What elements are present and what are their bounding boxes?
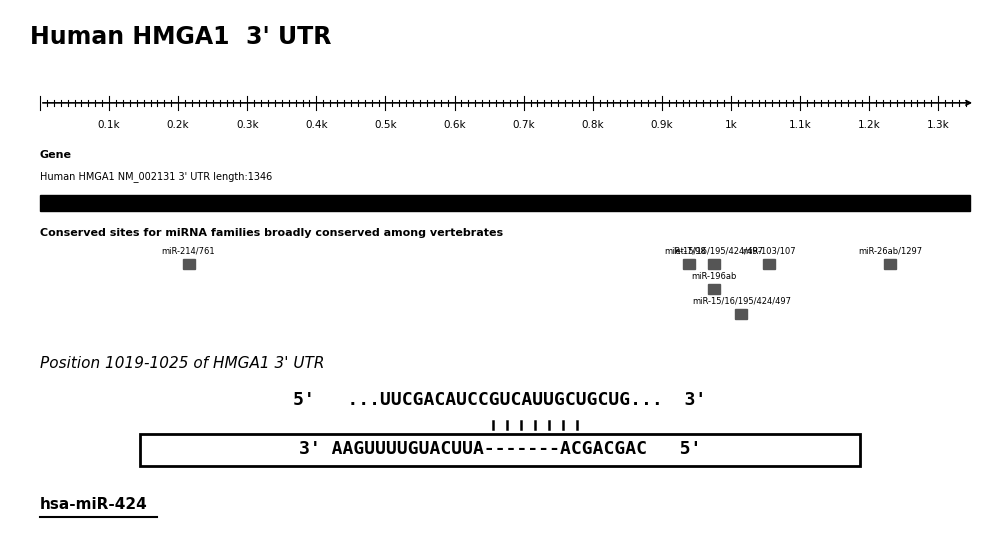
Text: 0.9k: 0.9k bbox=[651, 120, 673, 130]
Text: Human HMGA1 NM_002131 3' UTR length:1346: Human HMGA1 NM_002131 3' UTR length:1346 bbox=[40, 171, 272, 182]
Text: miR-103/107: miR-103/107 bbox=[742, 247, 796, 256]
Text: miR-26ab/1297: miR-26ab/1297 bbox=[858, 247, 922, 256]
Text: Conserved sites for miRNA families broadly conserved among vertebrates: Conserved sites for miRNA families broad… bbox=[40, 228, 503, 238]
Text: Position 1019-1025 of HMGA1 3' UTR: Position 1019-1025 of HMGA1 3' UTR bbox=[40, 356, 324, 371]
Text: Human HMGA1  3' UTR: Human HMGA1 3' UTR bbox=[30, 25, 331, 49]
Text: let-7/98: let-7/98 bbox=[673, 247, 706, 256]
Text: miR-196ab: miR-196ab bbox=[691, 272, 736, 281]
Text: miR-214/761: miR-214/761 bbox=[162, 247, 215, 256]
Bar bbox=[140, 434, 860, 466]
Text: 1.1k: 1.1k bbox=[789, 120, 811, 130]
Text: 1.3k: 1.3k bbox=[927, 120, 950, 130]
Text: 0.3k: 0.3k bbox=[236, 120, 259, 130]
Bar bbox=[683, 259, 695, 269]
Text: 0.6k: 0.6k bbox=[443, 120, 466, 130]
Text: miR-15/16/195/424/497: miR-15/16/195/424/497 bbox=[692, 297, 791, 306]
Text: hsa-miR-424: hsa-miR-424 bbox=[40, 498, 148, 512]
Text: 3' AAGUUUUGUACUUA-------ACGACGAC   5': 3' AAGUUUUGUACUUA-------ACGACGAC 5' bbox=[299, 440, 701, 458]
Text: 1k: 1k bbox=[725, 120, 737, 130]
Bar bbox=[884, 259, 896, 269]
Bar bbox=[735, 309, 747, 319]
Bar bbox=[763, 259, 775, 269]
Text: Gene: Gene bbox=[40, 150, 72, 160]
Text: 0.1k: 0.1k bbox=[98, 120, 120, 130]
Bar bbox=[708, 284, 720, 294]
Text: 5'   ...UUCGACAUCCGUCAUUGCUGCUG...  3': 5' ...UUCGACAUCCGUCAUUGCUGCUG... 3' bbox=[293, 391, 707, 409]
Text: 0.8k: 0.8k bbox=[581, 120, 604, 130]
Text: 0.2k: 0.2k bbox=[167, 120, 189, 130]
Bar bbox=[708, 259, 720, 269]
Bar bbox=[40, 195, 970, 211]
Text: 1.2k: 1.2k bbox=[858, 120, 880, 130]
Text: 0.4k: 0.4k bbox=[305, 120, 328, 130]
Text: 0.7k: 0.7k bbox=[512, 120, 535, 130]
Text: miR-15/16/195/424/497: miR-15/16/195/424/497 bbox=[664, 247, 763, 256]
Text: 0.5k: 0.5k bbox=[374, 120, 397, 130]
Bar bbox=[183, 259, 195, 269]
